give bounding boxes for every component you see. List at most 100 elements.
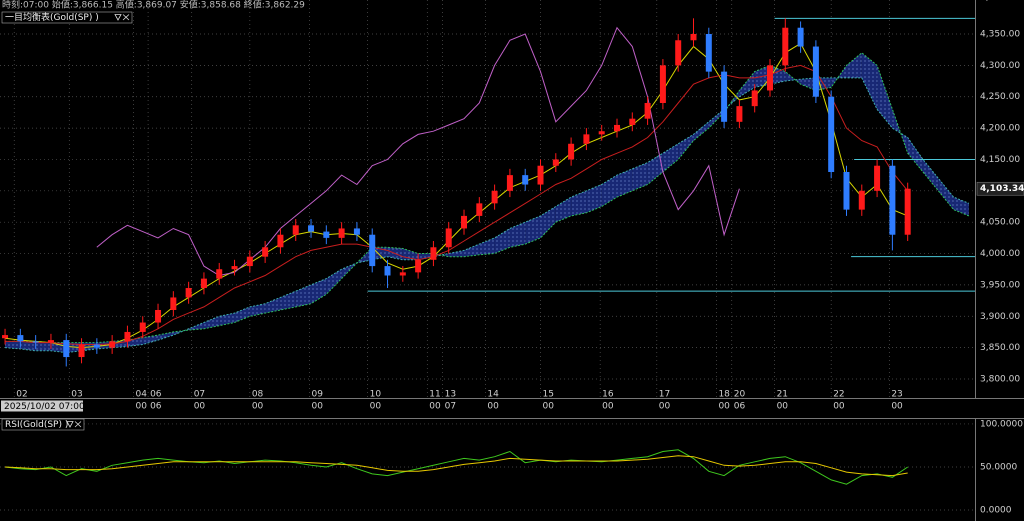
- x-tick-label: 02: [16, 390, 27, 400]
- x-tick-hour: 00: [891, 402, 903, 412]
- candle-body: [170, 297, 177, 310]
- indicator-line: [4, 449, 908, 485]
- candle-body: [292, 225, 299, 235]
- x-tick-label: 23: [891, 390, 902, 400]
- candle-body: [828, 96, 835, 172]
- rsi-title: RSI(Gold(SP) ): [5, 420, 68, 430]
- cloud-segment: [326, 269, 342, 295]
- x-tick-label: 18: [718, 390, 730, 400]
- candle-body: [614, 124, 621, 132]
- candle-body: [63, 340, 70, 358]
- rsi-collapse-icon[interactable]: [66, 421, 74, 428]
- candle-body: [583, 134, 590, 144]
- candle-body: [476, 203, 483, 216]
- x-tick-label: 06: [150, 390, 162, 400]
- candle-body: [522, 175, 529, 185]
- candle-body: [139, 322, 146, 332]
- x-tick-hour: 06: [150, 402, 162, 412]
- candle-body: [415, 259, 422, 273]
- cloud-segment: [601, 175, 618, 207]
- cloud-segment: [311, 278, 327, 304]
- cloud-segment: [219, 313, 235, 326]
- candle-body: [399, 272, 406, 276]
- candle-body: [843, 171, 850, 210]
- candle-body: [721, 71, 728, 122]
- y-tick-label: 3,850.00: [980, 343, 1020, 353]
- candle-body: [246, 256, 253, 267]
- x-tick-hour: 00: [370, 402, 382, 412]
- candle-body: [690, 33, 697, 41]
- cloud-segment: [295, 284, 312, 307]
- candle-body: [889, 165, 896, 235]
- x-tick-hour: 00: [194, 402, 206, 412]
- x-tick-hour: 06: [734, 402, 746, 412]
- candle-body: [93, 344, 100, 348]
- x-tick-hour: 00: [718, 402, 730, 412]
- candle-body: [216, 269, 223, 279]
- close-icon[interactable]: [122, 14, 130, 21]
- y-tick-label: 3,800.00: [980, 374, 1020, 384]
- x-tick-hour: 00: [136, 402, 148, 412]
- indicator-line: [4, 455, 908, 477]
- cloud-segment: [571, 190, 587, 216]
- cloud-segment: [769, 65, 786, 85]
- cloud-segment: [5, 341, 21, 349]
- cloud-segment: [922, 159, 939, 191]
- rsi-panel: 100.0000 50.0000 0.0000: [0, 419, 1023, 515]
- y-tick-label: 4,150.00: [980, 155, 1020, 165]
- candle-body: [323, 231, 330, 238]
- candle-body: [155, 309, 162, 323]
- price-panel: 4,407.84 4,350.00 4,300.00 4,250.00 4,200.00…: [0, 0, 1024, 412]
- cloud-segment: [494, 228, 510, 254]
- cloud-segment: [861, 52, 878, 110]
- cloud-segment: [555, 197, 572, 223]
- cloud-segment: [647, 153, 663, 185]
- cloud-segment: [509, 222, 526, 248]
- cloud-segment: [341, 262, 357, 279]
- x-tick-hour: 07: [445, 402, 456, 412]
- span-a-line: [4, 77, 970, 354]
- candle-body: [736, 106, 743, 122]
- candle-body: [506, 175, 513, 191]
- x-tick-label: 17: [659, 390, 670, 400]
- candle-body: [629, 118, 636, 125]
- candle-body: [32, 341, 39, 343]
- x-tick-label: 14: [487, 390, 499, 400]
- candle-body: [277, 234, 284, 248]
- cloud-segment: [877, 65, 893, 129]
- ohlc-header: 時刻:07:00 始値:3,866.15 高値:3,869.07 安値:3,85…: [2, 0, 305, 11]
- y-tick-label: 4,407.84: [980, 0, 1020, 3]
- collapse-icon[interactable]: [114, 14, 122, 21]
- x-tick-label: 22: [833, 390, 844, 400]
- cloud-segment: [678, 134, 694, 160]
- candle-body: [231, 266, 238, 270]
- cloud-segment: [372, 247, 388, 260]
- candle-body: [17, 335, 24, 342]
- candle-body: [461, 215, 468, 229]
- cloud-segment: [188, 322, 204, 331]
- x-tick-hour: 00: [311, 402, 323, 412]
- candle-body: [751, 90, 758, 107]
- candle-body: [430, 247, 437, 260]
- candle-body: [338, 228, 345, 238]
- x-tick-hour: 00: [777, 402, 789, 412]
- rsi-close-icon[interactable]: [74, 421, 82, 428]
- x-tick-label: 04: [136, 390, 148, 400]
- cloud-segment: [938, 178, 954, 210]
- x-tick-hour: 00: [659, 402, 671, 412]
- x-tick-label: 10: [370, 390, 382, 400]
- cloud-segment: [693, 121, 709, 141]
- candle-body: [552, 159, 559, 166]
- candle-body: [308, 225, 315, 232]
- cloud-segment: [632, 162, 648, 191]
- y-tick-label: 0.0000: [980, 505, 1012, 515]
- rsi-title-box: [1, 418, 85, 431]
- cloud-segment: [464, 244, 480, 257]
- cursor-label: 2025/10/02 07:00: [4, 402, 85, 412]
- cloud-segment: [800, 77, 816, 91]
- candle-body: [766, 65, 773, 91]
- cloud-segment: [540, 206, 556, 238]
- candle-body: [491, 190, 498, 204]
- candle-body: [2, 335, 9, 339]
